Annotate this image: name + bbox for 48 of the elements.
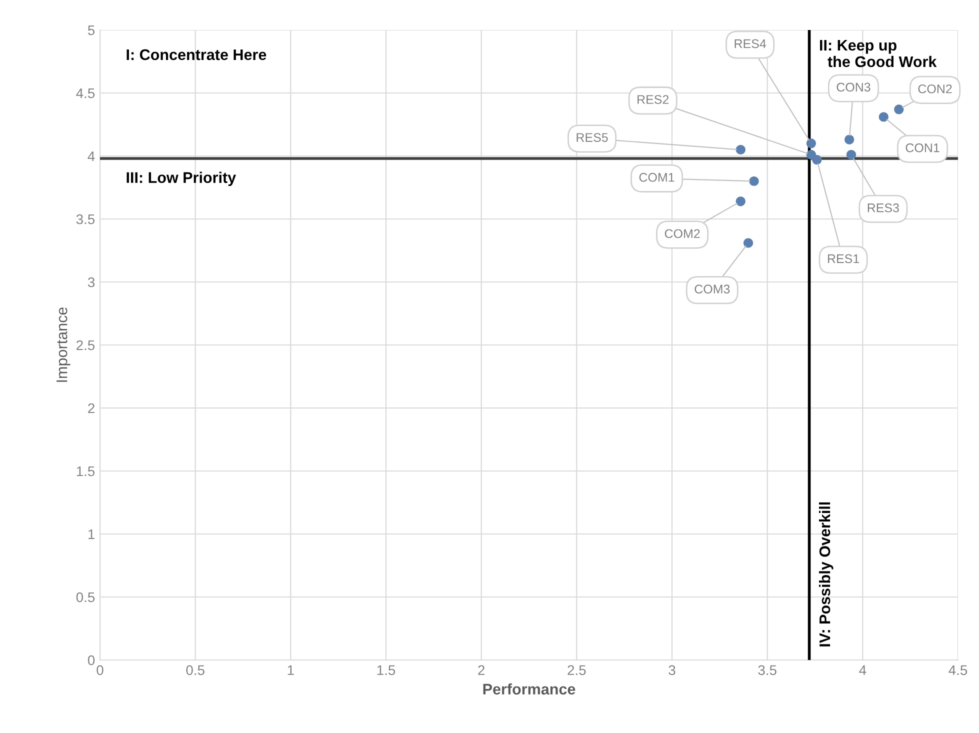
annotation: COM2	[664, 229, 700, 238]
x-tick-label: 0.5	[186, 665, 204, 676]
x-tick-label: 3.5	[758, 665, 776, 676]
point	[878, 112, 888, 122]
annotation: CON1	[906, 143, 940, 152]
x-tick-label: 0	[96, 665, 104, 676]
y-tick-label: 1	[88, 529, 94, 540]
x-tick-label: 4.5	[948, 665, 968, 676]
annotation: I: Concentrate Here	[126, 49, 266, 60]
point	[736, 144, 746, 155]
y-axis-title: Importance	[56, 307, 70, 382]
y-tick-label: 0	[88, 655, 95, 666]
annotation: RES1	[828, 254, 860, 264]
x-tick-label: 3	[668, 665, 676, 676]
annotation: COM3	[694, 284, 730, 294]
annotation: III: Low Priority	[126, 172, 236, 186]
y-tick-label: 1.5	[76, 466, 95, 476]
y-tick-label: 0.5	[76, 592, 95, 602]
annotation: II: Keep up the Good Work	[820, 40, 937, 68]
point	[806, 138, 816, 148]
x-tick-label: 2	[478, 665, 484, 675]
annotation: CON2	[918, 84, 952, 94]
x-tick-label: 1	[288, 665, 294, 675]
annotation: COM1	[639, 172, 674, 182]
point	[736, 196, 746, 206]
x-axis-title: Performance	[483, 683, 576, 695]
y-tick-label: 4	[88, 151, 95, 162]
y-tick-label: 3.5	[76, 214, 95, 224]
point	[844, 134, 854, 144]
point	[749, 176, 759, 186]
annotation: RES4	[734, 39, 766, 48]
y-tick-label: 2.5	[76, 340, 95, 350]
x-tick-label: 1.5	[377, 665, 396, 676]
point	[812, 154, 822, 165]
y-tick-label: 3	[88, 277, 95, 288]
y-tick-label: 4.5	[76, 88, 95, 98]
x-tick-label: 4	[859, 665, 866, 675]
x-tick-label: 2.5	[568, 665, 586, 676]
annotation: RES3	[868, 203, 899, 212]
annotation: RES2	[638, 95, 669, 104]
y-tick-label: 2	[88, 403, 94, 414]
y-tick-label: 5	[88, 25, 95, 36]
annotation: IV: Possibly Overkill	[819, 502, 834, 646]
point	[743, 238, 754, 248]
point	[894, 104, 904, 114]
annotation: CON3	[836, 82, 870, 92]
point	[846, 150, 856, 160]
annotation: RES5	[576, 133, 608, 142]
